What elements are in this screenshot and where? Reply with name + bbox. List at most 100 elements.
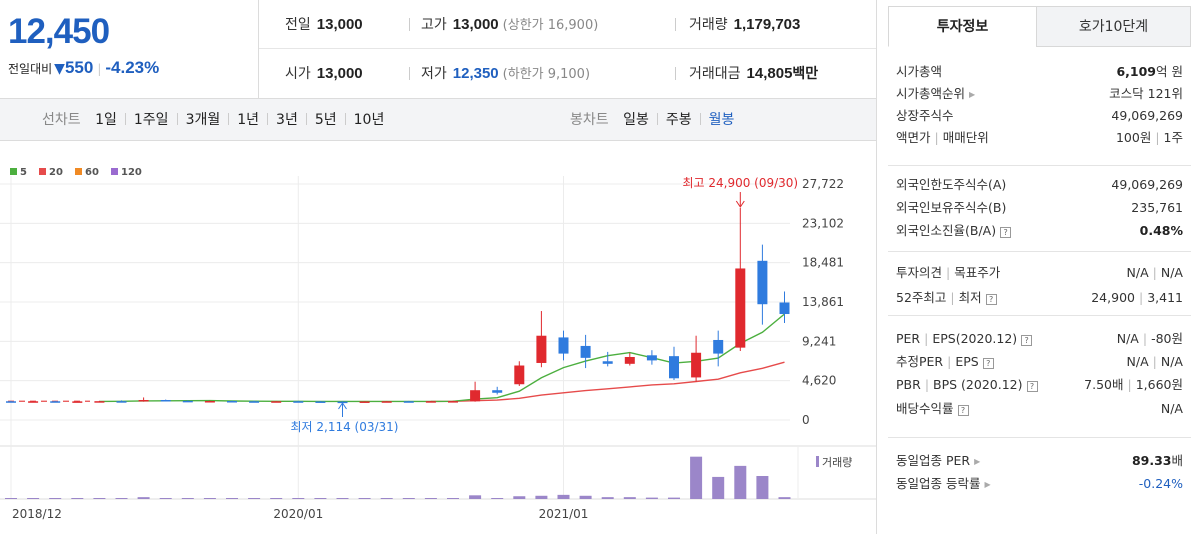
info-row-listed-shares: 상장주식수 49,069,269 [896,105,1183,127]
info-row-par-value: 액면가 | 매매단위 100원 | 1주 [896,127,1183,149]
tab-investment-info[interactable]: 투자정보 [888,6,1037,47]
help-icon[interactable]: ? [1000,227,1012,238]
volume-bar [137,497,150,499]
info-value: 49,069,269 [1111,177,1183,192]
candle-chart-options: 봉차트 일봉 주봉 월봉 [570,99,734,141]
volume-bar [513,496,526,499]
info-row-industry-per[interactable]: 동일업종 PER ▶ 89.33배 [896,450,1183,472]
x-tick-label: 2021/01 [539,507,589,521]
volume-bar [380,498,393,499]
legend-label: 120 [121,167,142,178]
chart-canvas: 27,722 23,102 18,481 13,861 9,241 4,620 0 5 20 60… [0,167,876,521]
info-row-industry-change[interactable]: 동일업종 등락률 ▶ -0.24% [896,473,1183,495]
volume-bar [402,498,415,499]
y-tick-label: 23,102 [802,216,844,230]
info-value: 49,069,269 [1111,108,1183,123]
high-arrow-icon [735,200,745,208]
info-label-text: 목표주가 [954,265,1001,280]
stat-value: 12,350 [452,65,499,82]
info-row-est-per: 추정PER | EPS? N/A | N/A [896,351,1183,373]
info-label-text: 동일업종 등락률 [896,476,981,491]
info-value: 7.50배 | 1,660원 [1084,374,1183,396]
info-label-text: 매매단위 [942,130,989,145]
info-label-text: 동일업종 PER [896,453,971,468]
y-tick-label: 9,241 [802,334,836,348]
candle-body [713,339,724,354]
current-price: 12,450 [8,12,110,51]
help-icon[interactable]: ? [1021,335,1033,346]
stat-prev-close: 전일 13,000 [285,0,363,49]
industry-per-unit: 배 [1171,453,1183,468]
change-value: 550 [64,58,94,77]
info-row-foreign-held: 외국인보유주식수(B) 235,761 [896,197,1183,219]
investment-info-panel: 투자정보 호가10단계 시가총액 6,109억 원 시가총액순위 ▶ 코스닥 12… [876,0,1199,534]
info-label: 외국인보유주식수(B) [896,200,1007,215]
upper-limit: (상한가 16,900) [502,18,599,33]
candle-body [492,390,503,393]
y-tick-label: 18,481 [802,256,844,270]
info-row-per: PER | EPS(2020.12)? N/A | -80원 [896,328,1183,350]
candle-daily-button[interactable]: 일봉 [623,112,649,128]
period-1w-button[interactable]: 1주일 [133,112,169,128]
legend-swatch [75,168,82,175]
info-label: 상장주식수 [896,108,954,123]
amount-unit: 백만 [792,65,819,81]
info-label: 투자의견 | 목표주가 [896,262,1000,284]
help-icon[interactable]: ? [1026,381,1038,392]
ma20-line [430,361,785,403]
x-tick-label: 2018/12 [12,507,62,521]
stat-open: 시가 13,000 [285,49,363,98]
legend-swatch [39,168,46,175]
divider: | [1152,354,1157,369]
period-5y-button[interactable]: 5년 [314,112,337,128]
period-3y-button[interactable]: 3년 [276,112,298,128]
candle-weekly-button[interactable]: 주봉 [665,112,692,128]
help-icon[interactable]: ? [985,294,997,305]
candle-body [669,356,679,379]
volume-bar [226,498,238,499]
chevron-right-icon: ▶ [974,457,981,466]
period-3m-button[interactable]: 3개월 [185,112,221,128]
info-label-text: 시가총액순위 [896,86,966,101]
info-value-text: 100원 [1115,130,1152,145]
info-value: N/A [1160,401,1183,416]
help-icon[interactable]: ? [957,405,969,416]
market-cap-unit: 억 원 [1156,64,1183,79]
info-label: 액면가 | 매매단위 [896,127,989,149]
candle-body [50,401,61,403]
candle-body [580,345,591,358]
info-label: 시가총액 [896,64,943,79]
divider [344,113,346,125]
info-value-text: N/A [1160,265,1183,280]
stat-label: 저가 [421,66,447,82]
period-1d-button[interactable]: 1일 [95,112,117,128]
tab-order-book[interactable]: 호가10단계 [1036,6,1191,47]
info-label-text: 배당수익률 [896,401,954,416]
volume-bar [447,498,459,499]
candle-body [381,401,392,403]
candle-body [227,401,237,403]
info-row-market-cap-rank[interactable]: 시가총액순위 ▶ 코스닥 121위 [896,83,1183,105]
stat-value: 13,000 [316,16,363,33]
candle-body [359,401,370,403]
x-tick-label: 2020/01 [273,507,323,521]
info-label: 52주최고 | 최저? [896,287,997,309]
candle-body [448,401,458,403]
volume-bar [557,494,570,499]
volume-bar [270,498,283,499]
volume-bar [535,495,548,499]
stat-label: 고가 [421,17,447,33]
volume-bar [491,498,504,499]
info-value-text: N/A [1116,331,1139,346]
info-label-text: PER [896,331,921,346]
help-icon[interactable]: ? [982,358,994,369]
candle-body [28,401,39,403]
period-1y-button[interactable]: 1년 [237,112,260,128]
change-label: 전일대비 [8,62,53,76]
candle-body [116,401,127,403]
stat-label: 거래대금 [689,66,741,82]
candle-body [160,399,171,402]
candle-monthly-button[interactable]: 월봉 [708,112,735,128]
volume-bar [690,456,703,499]
period-10y-button[interactable]: 10년 [353,112,385,128]
